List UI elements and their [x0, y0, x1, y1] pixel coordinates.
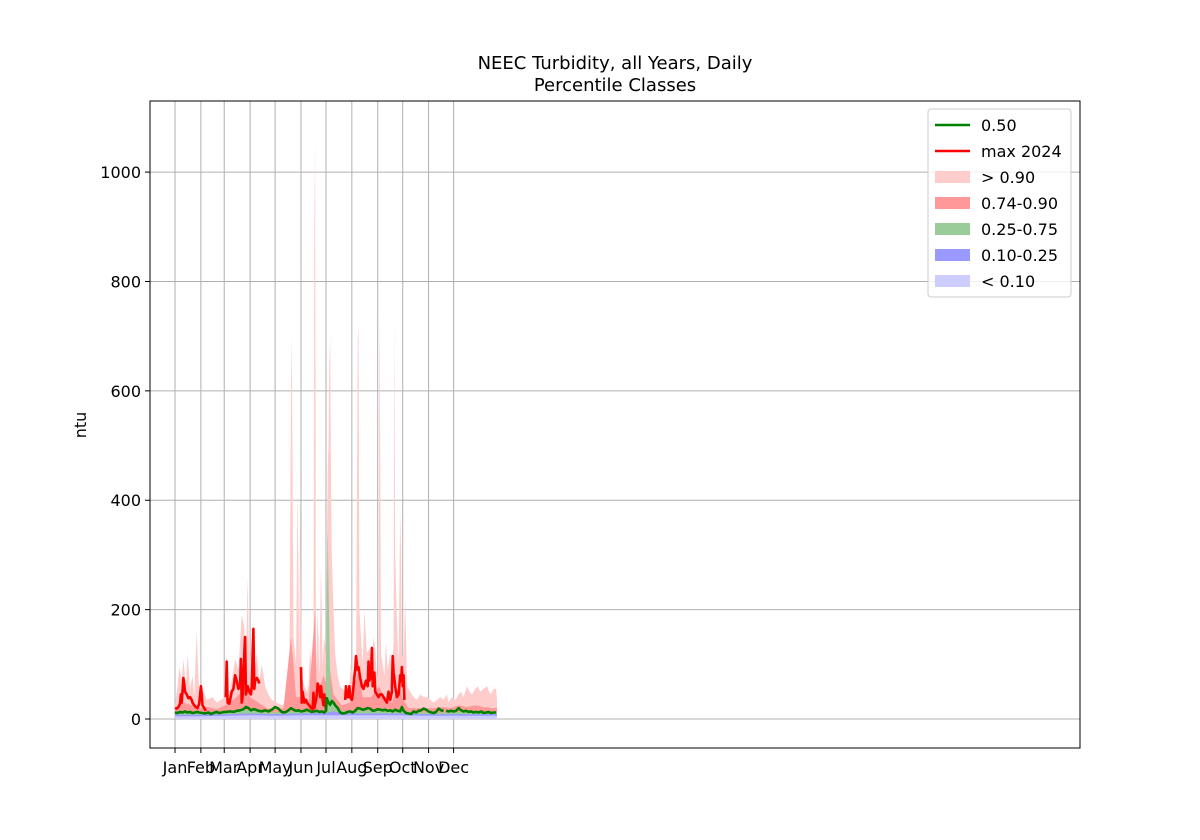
- chart-subtitle: Percentile Classes: [534, 75, 696, 96]
- x-tick-label: Dec: [438, 758, 469, 777]
- max-2024-line: [299, 667, 328, 711]
- median-line: [445, 706, 497, 715]
- x-tick-label: Jun: [287, 758, 313, 777]
- legend-swatch-patch: [935, 275, 970, 287]
- max-2024-line: [174, 676, 208, 712]
- x-tick-label: Jul: [315, 758, 335, 777]
- chart-title: NEEC Turbidity, all Years, Daily: [478, 53, 753, 74]
- y-tick-label: 800: [110, 272, 141, 291]
- legend-label: max 2024: [981, 142, 1062, 161]
- series-lines: [174, 627, 497, 716]
- plot-frame: [149, 100, 1081, 749]
- max-2024-line: [343, 646, 406, 704]
- x-tick-label: Sep: [363, 758, 393, 777]
- x-tick-label: Feb: [187, 758, 215, 777]
- legend-swatch-patch: [935, 223, 970, 235]
- y-tick-label: 1000: [100, 163, 141, 182]
- median-line: [174, 696, 444, 716]
- legend-swatch-patch: [935, 249, 970, 261]
- legend-label: 0.74-0.90: [981, 194, 1058, 213]
- legend-label: 0.25-0.75: [981, 220, 1058, 239]
- x-tick-label: May: [259, 758, 292, 777]
- x-tick-label: Oct: [389, 758, 417, 777]
- legend-swatch-patch: [935, 197, 970, 209]
- area-0-74-0-90: [175, 609, 497, 720]
- legend-label: < 0.10: [981, 272, 1035, 291]
- max-2024-line: [224, 627, 261, 706]
- y-tick-label: 200: [110, 601, 141, 620]
- legend-label: > 0.90: [981, 168, 1035, 187]
- percentile-areas: [175, 139, 497, 720]
- grid: [150, 101, 1080, 748]
- y-tick-label: 400: [110, 491, 141, 510]
- x-tick-label: Apr: [236, 758, 264, 777]
- y-axis-label: ntu: [71, 412, 90, 439]
- x-tick-label: Jan: [162, 758, 188, 777]
- legend: 0.50 max 2024 > 0.90 0.74-0.90 0.25-0.75 0.10…: [927, 108, 1072, 298]
- y-tick-label: 0: [131, 710, 141, 729]
- area-0-10: [175, 715, 497, 720]
- area-0-90: [175, 139, 497, 720]
- legend-label: 0.10-0.25: [981, 246, 1058, 265]
- x-tick-label: Aug: [336, 758, 367, 777]
- y-tick-label: 600: [110, 382, 141, 401]
- x-tick-label: Mar: [209, 758, 240, 777]
- legend-label: 0.50: [981, 116, 1017, 135]
- legend-swatch-patch: [935, 171, 970, 183]
- x-tick-label: Nov: [413, 758, 444, 777]
